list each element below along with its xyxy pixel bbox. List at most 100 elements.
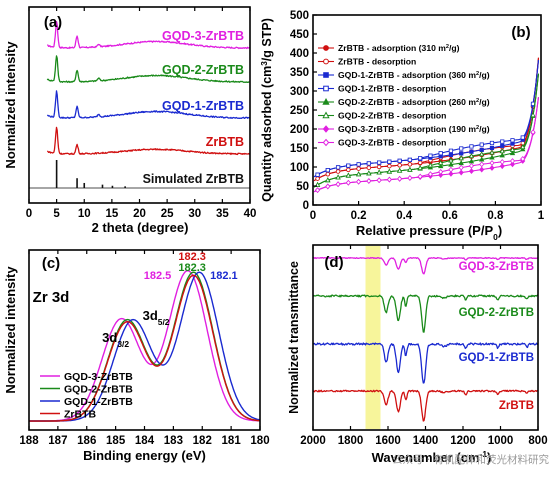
isotherm-marker — [489, 160, 495, 166]
isotherm-marker — [489, 140, 495, 146]
panel-b-legend-text: GQD-3-ZrBTB - adsorption (190 m2/g) — [338, 124, 490, 134]
panel-b-y-tick-label: 150 — [290, 143, 309, 155]
xrd-series-line — [46, 55, 250, 84]
isotherm-marker — [315, 187, 321, 194]
panel-b-legend-text: GQD-3-ZrBTB - desorption — [338, 138, 446, 148]
text-span: /g STP) — [260, 18, 274, 61]
isotherm-marker — [397, 163, 402, 168]
panel-a-series-label: Simulated ZrBTB — [143, 172, 244, 186]
text-span: 3d — [102, 330, 117, 345]
text-span: /g) — [479, 70, 490, 80]
isotherm-marker — [387, 159, 392, 164]
panel-d-series-label: ZrBTB — [499, 400, 534, 412]
isotherm-marker — [468, 153, 475, 159]
isotherm-marker — [386, 176, 392, 183]
text-span: ZrBTB - desorption — [338, 57, 416, 67]
panel-c-element-label: Zr 3d — [33, 289, 70, 306]
isotherm-marker — [530, 112, 536, 118]
panel-a-series-label: ZrBTB — [206, 135, 244, 149]
panel-c-x-tick-label: 182 — [193, 435, 212, 447]
xps-series-line — [29, 270, 260, 422]
isotherm-marker — [325, 171, 331, 177]
panel-c-peak-value: 182.3 — [178, 251, 206, 263]
isotherm-marker — [509, 146, 516, 152]
panel-d-x-tick-label: 1000 — [488, 435, 514, 447]
isotherm-marker — [489, 149, 495, 155]
isotherm-marker — [448, 152, 454, 158]
isotherm-marker — [396, 167, 403, 173]
panel-c-x-tick-label: 187 — [48, 435, 67, 447]
panel-b-x-tick-label: 0.8 — [487, 210, 504, 222]
isotherm-marker — [345, 172, 352, 178]
ftir-series-line — [312, 389, 538, 422]
text-span: /g) — [449, 43, 460, 53]
isotherm-marker — [468, 168, 474, 175]
isotherm-marker — [459, 146, 464, 151]
isotherm-marker — [335, 174, 341, 180]
isotherm-marker — [459, 151, 464, 156]
panel-d-x-tick-label: 2000 — [300, 435, 326, 447]
panel-b-legend-marker — [323, 72, 329, 78]
text-span: Wavenumber (cm — [372, 450, 480, 465]
panel-a-series-label: GQD-3-ZrBTB — [162, 29, 244, 43]
isotherm-marker — [407, 175, 413, 181]
isotherm-marker — [499, 148, 505, 154]
panel-c-x-tick-label: 184 — [135, 435, 155, 447]
isotherm-marker — [500, 143, 505, 148]
isotherm-marker — [479, 166, 485, 173]
isotherm-marker — [315, 176, 320, 181]
panel-b-tag: (b) — [511, 24, 530, 41]
panel-b-legend-text: GQD-2-ZrBTB - desorption — [338, 111, 446, 121]
panel-b-legend-text: GQD-1-ZrBTB - adsorption (360 m2/g) — [338, 70, 490, 80]
isotherm-marker — [407, 166, 413, 172]
isotherm-marker — [355, 171, 362, 177]
isotherm-marker — [468, 162, 474, 169]
panel-c-x-tick-label: 180 — [250, 435, 269, 447]
ftir-highlight-band — [365, 246, 381, 429]
isotherm-marker — [407, 157, 413, 162]
isotherm-marker — [325, 183, 331, 190]
isotherm-marker — [438, 172, 444, 178]
isotherm-marker — [376, 164, 382, 170]
panel-c-legend-text: GQD-2-ZrBTB — [64, 384, 133, 396]
isotherm-marker — [520, 156, 526, 162]
panel-a-x-tick-label: 40 — [244, 208, 257, 220]
panel-d-tag: (d) — [324, 254, 343, 271]
isotherm-marker — [397, 158, 402, 163]
panel-b-y-tick-label: 400 — [290, 48, 309, 60]
isotherm-marker — [356, 178, 362, 185]
panel-c-x-tick-label: 188 — [19, 435, 39, 447]
panel-d-series-label: GQD-2-ZrBTB — [459, 307, 534, 319]
isotherm-marker — [417, 173, 423, 180]
isotherm-marker — [366, 170, 372, 176]
panel-a-xlabel: 2 theta (degree) — [92, 220, 189, 235]
panel-c-peak-value: 182.1 — [210, 270, 238, 282]
panel-b-y-tick-label: 300 — [290, 86, 309, 98]
panel-b-legend-marker — [323, 45, 329, 51]
ftir-series-line — [312, 294, 538, 333]
xrd-series-line — [47, 126, 250, 156]
panel-b-y-tick-label: 450 — [290, 29, 309, 41]
xrd-series-line — [46, 90, 250, 120]
isotherm-marker — [366, 165, 372, 170]
panel-b-legend-marker — [322, 97, 330, 105]
isotherm-marker — [499, 158, 505, 165]
isotherm-marker — [448, 170, 454, 177]
isotherm-marker — [499, 152, 505, 158]
panel-b-legend-marker — [323, 85, 329, 92]
isotherm-marker — [448, 157, 454, 163]
text-span: -1 — [480, 449, 488, 459]
panel-c-x-tick-label: 181 — [222, 435, 242, 447]
text-span: GQD-2-ZrBTB - adsorption (260 m — [338, 97, 476, 107]
text-span: 2 — [476, 125, 479, 131]
panel-c-x-tick-label: 183 — [164, 435, 183, 447]
panel-d-series-label: GQD-1-ZrBTB — [459, 352, 534, 364]
panel-c-tag: (c) — [42, 255, 60, 272]
isotherm-marker — [366, 161, 371, 166]
isotherm-marker — [489, 154, 495, 160]
isotherm-marker — [479, 156, 485, 162]
panel-d-series-label: GQD-3-ZrBTB — [459, 261, 534, 273]
panel-b-y-tick-label: 500 — [290, 10, 309, 22]
isotherm-marker — [479, 147, 484, 152]
